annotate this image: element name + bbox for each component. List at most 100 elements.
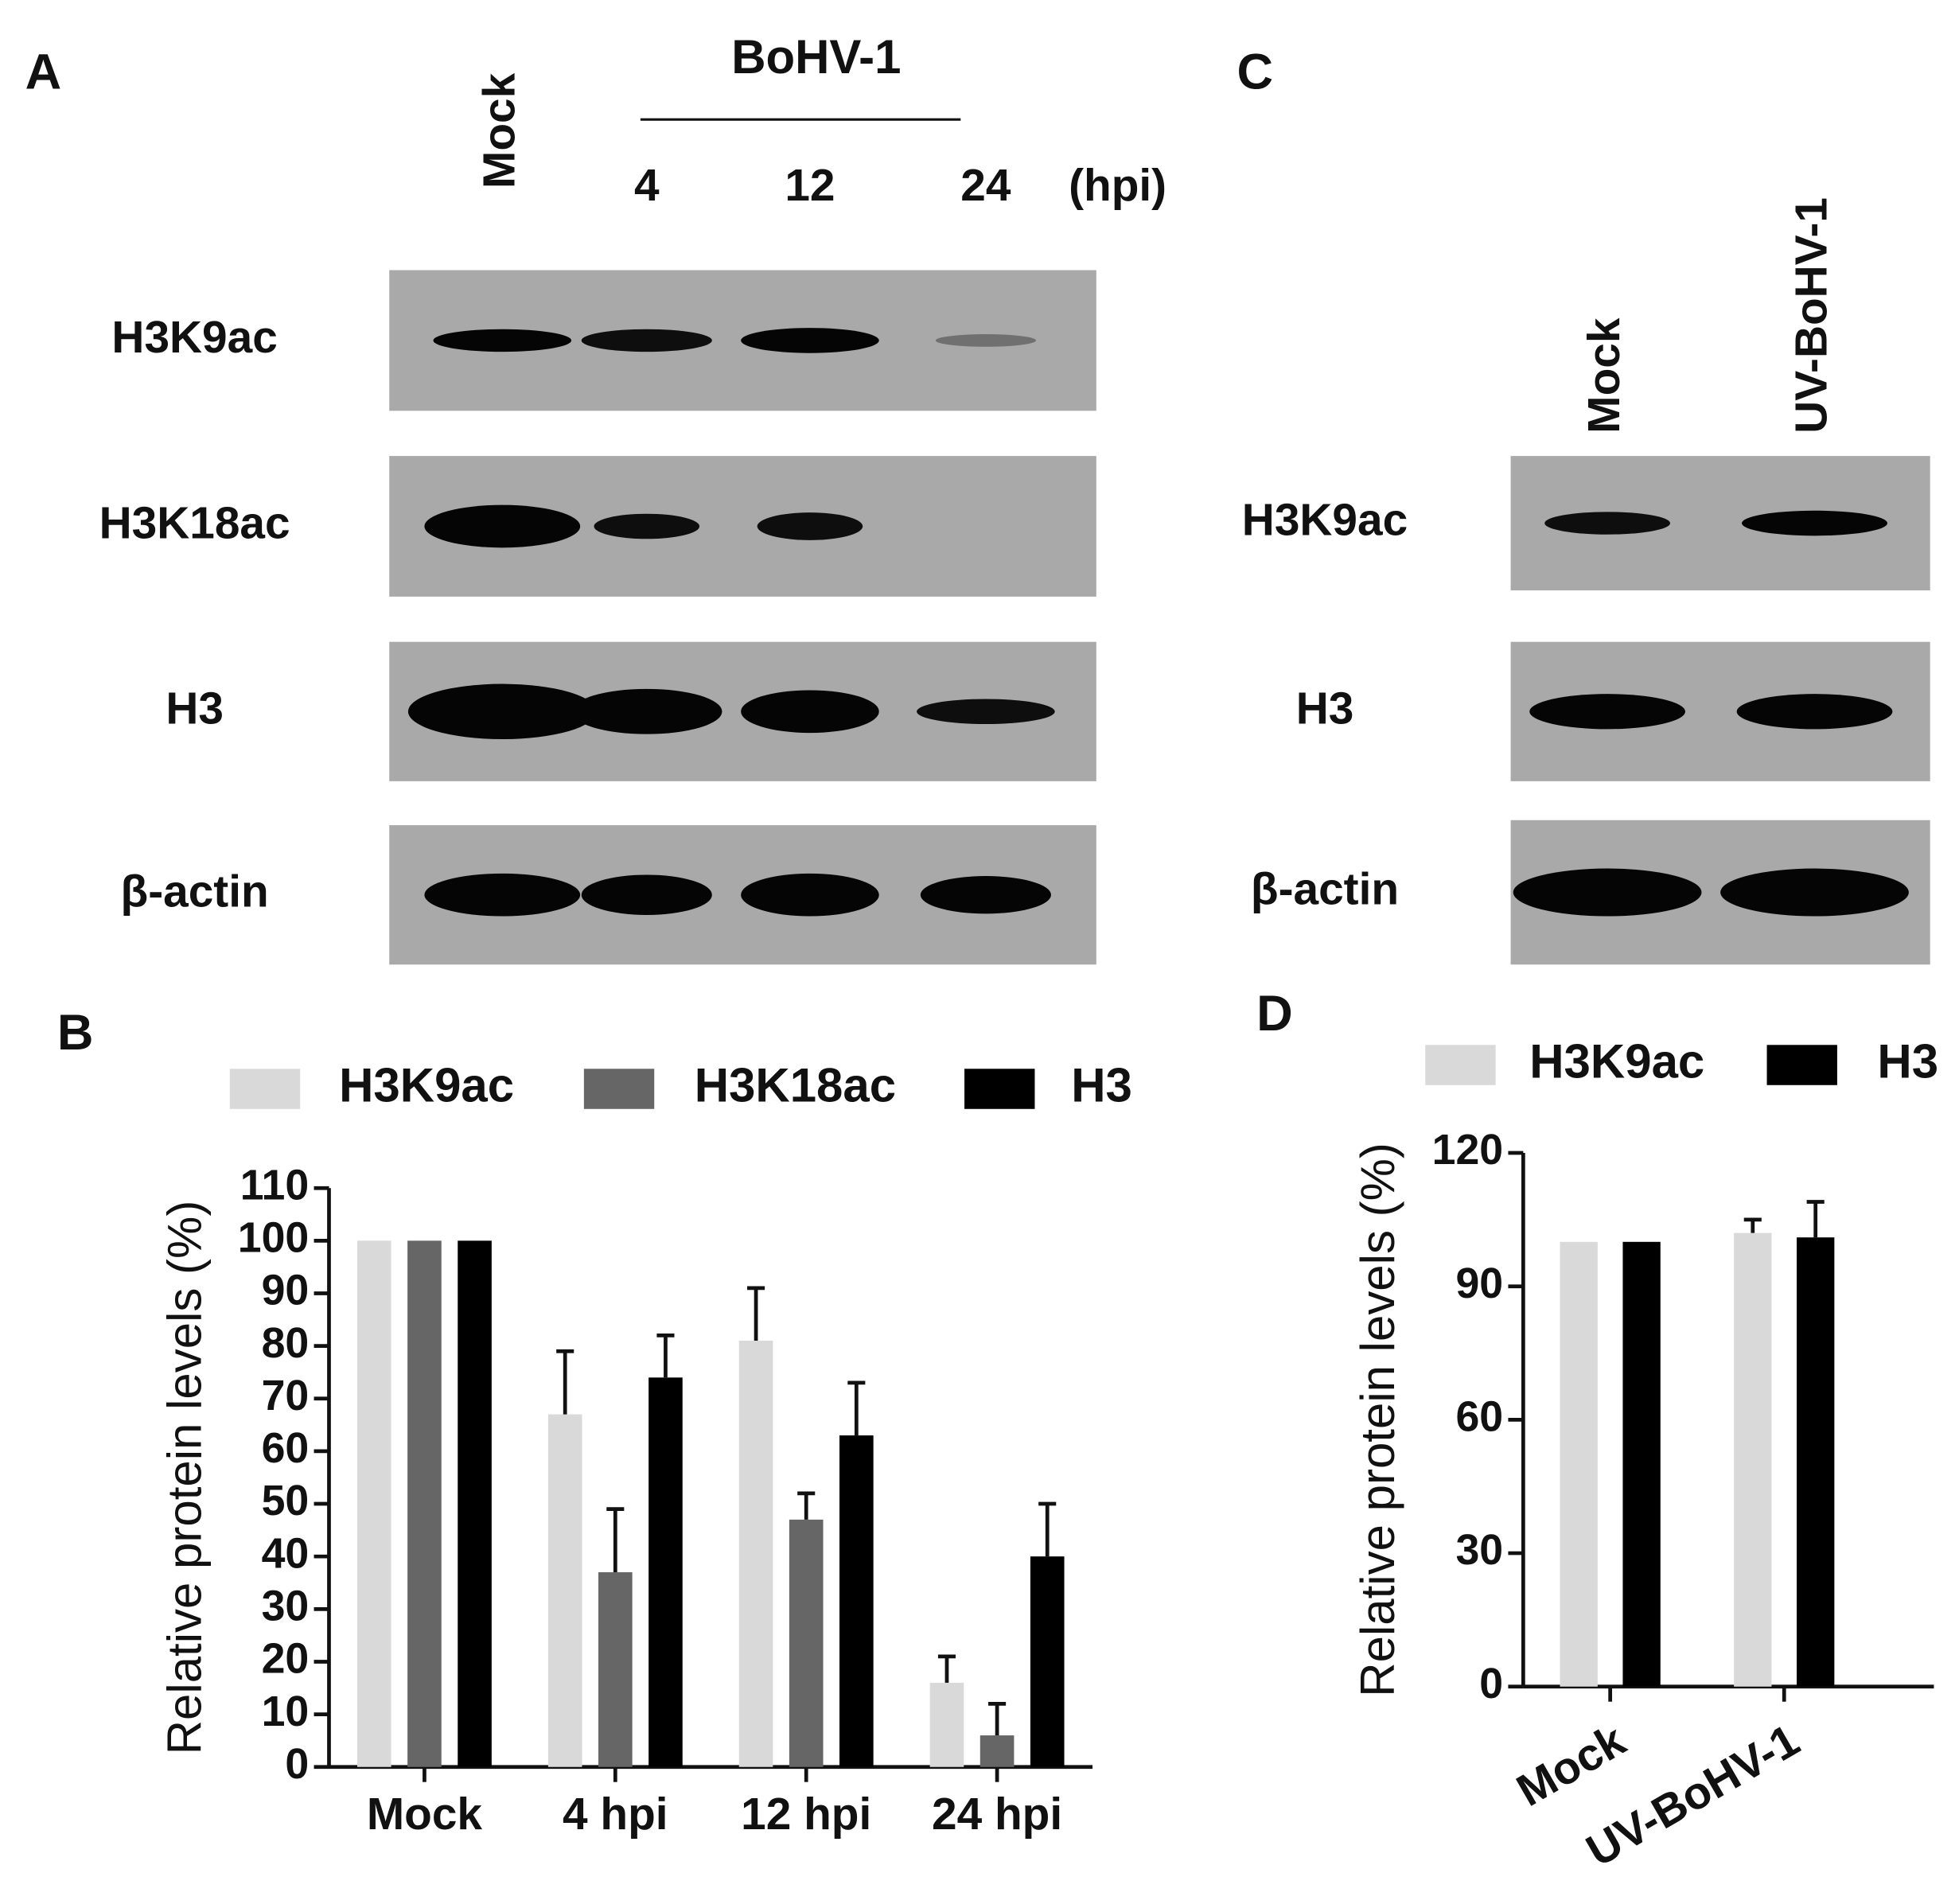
- group-label: BoHV-1: [731, 30, 901, 84]
- blot-band: [741, 690, 879, 734]
- bar: [458, 1240, 492, 1767]
- x-tick-label: 24 hpi: [932, 1789, 1062, 1840]
- lane-label: 24: [960, 161, 1011, 211]
- bar: [407, 1240, 442, 1767]
- error-bar: [606, 1507, 625, 1573]
- panel-label: C: [1237, 45, 1274, 100]
- row-label: H3: [166, 683, 224, 734]
- legend-label: H3K9ac: [1529, 1034, 1704, 1088]
- x-tick-label: 4 hpi: [563, 1789, 668, 1840]
- blot-band: [581, 329, 712, 352]
- error-bar: [937, 1654, 956, 1683]
- legend-swatch: [1766, 1045, 1837, 1085]
- blot-band: [424, 504, 581, 548]
- x-tick-label: Mock: [1509, 1715, 1634, 1816]
- bar: [1734, 1232, 1772, 1687]
- lane-label: UV-BoHV-1: [1787, 197, 1837, 434]
- x-tick-label: 12 hpi: [741, 1789, 871, 1840]
- y-tick-label: 70: [262, 1372, 310, 1419]
- row-label: β-actin: [121, 867, 269, 917]
- blot-band: [407, 683, 597, 739]
- y-tick-label: 20: [262, 1635, 310, 1683]
- blot-band: [917, 699, 1055, 725]
- y-tick-label: 10: [262, 1688, 310, 1735]
- bar: [1030, 1556, 1065, 1767]
- blot-band: [433, 329, 572, 352]
- blot-band: [571, 688, 722, 734]
- legend-label: H3K9ac: [339, 1058, 514, 1112]
- y-tick-label: 110: [240, 1161, 310, 1209]
- bar: [738, 1341, 773, 1767]
- blot-band: [1720, 868, 1909, 917]
- y-tick-label: 90: [262, 1267, 310, 1314]
- y-tick-label: 120: [1432, 1126, 1504, 1174]
- blot-band: [741, 873, 879, 917]
- bar: [356, 1240, 391, 1767]
- bar: [648, 1377, 683, 1767]
- bar: [839, 1435, 874, 1767]
- row-label: H3K18ac: [99, 498, 290, 548]
- y-axis-label: Relative protein levels (%): [1351, 1143, 1404, 1697]
- bar: [929, 1682, 964, 1767]
- bar: [980, 1735, 1015, 1767]
- unit-label: (hpi): [1069, 161, 1166, 211]
- bar: [789, 1519, 824, 1767]
- bar: [1560, 1241, 1598, 1687]
- y-tick-label: 50: [262, 1477, 310, 1524]
- blot-band: [1513, 868, 1702, 917]
- y-tick-label: 60: [262, 1424, 310, 1472]
- error-bar: [747, 1286, 765, 1341]
- blot-band: [757, 512, 863, 540]
- y-tick-label: 30: [1455, 1526, 1503, 1574]
- y-tick-label: 40: [262, 1529, 310, 1577]
- blot-band: [1741, 510, 1888, 536]
- error-bar: [797, 1491, 816, 1520]
- blot-band: [594, 513, 700, 539]
- legend-swatch: [229, 1069, 301, 1109]
- lane-label: 4: [634, 161, 660, 211]
- y-tick-label: 30: [262, 1583, 310, 1630]
- lane-label: Mock: [474, 72, 524, 189]
- y-axis-label: Relative protein levels (%): [158, 1201, 212, 1755]
- panel-label: A: [25, 45, 62, 100]
- legend-swatch: [1425, 1045, 1496, 1085]
- blot-band: [935, 334, 1037, 347]
- y-tick-label: 0: [285, 1740, 309, 1788]
- error-bar: [1743, 1217, 1762, 1233]
- error-bar: [847, 1380, 866, 1436]
- blot-band: [1736, 694, 1893, 730]
- error-bar: [1038, 1501, 1057, 1557]
- row-label: H3: [1296, 683, 1354, 734]
- row-label: H3K9ac: [1242, 496, 1408, 546]
- legend-swatch: [583, 1069, 655, 1109]
- blot-band: [1529, 694, 1685, 730]
- bar: [1797, 1237, 1835, 1687]
- x-tick-label: Mock: [367, 1789, 483, 1840]
- y-tick-label: 100: [238, 1214, 310, 1262]
- legend-label: H3: [1071, 1058, 1132, 1112]
- blot-band: [424, 873, 581, 917]
- error-bar: [656, 1334, 675, 1378]
- blot-band: [920, 876, 1051, 914]
- legend-swatch: [964, 1069, 1035, 1109]
- lane-label: Mock: [1579, 317, 1630, 434]
- panel-label: D: [1256, 986, 1293, 1042]
- blot-band: [1544, 512, 1671, 535]
- row-label: H3K9ac: [111, 313, 277, 363]
- error-bar: [1806, 1200, 1825, 1238]
- y-tick-label: 90: [1455, 1260, 1503, 1307]
- row-label: β-actin: [1251, 865, 1399, 915]
- y-tick-label: 60: [1455, 1393, 1503, 1441]
- bar: [1622, 1241, 1661, 1687]
- lane-label: 12: [785, 161, 835, 211]
- blot-band: [581, 874, 712, 915]
- error-bar: [556, 1349, 574, 1415]
- error-bar: [988, 1702, 1007, 1736]
- y-tick-label: 80: [262, 1319, 310, 1367]
- panel-label: B: [57, 1005, 94, 1061]
- legend-label: H3: [1877, 1034, 1938, 1088]
- bar: [547, 1414, 582, 1767]
- blot-band: [741, 328, 879, 353]
